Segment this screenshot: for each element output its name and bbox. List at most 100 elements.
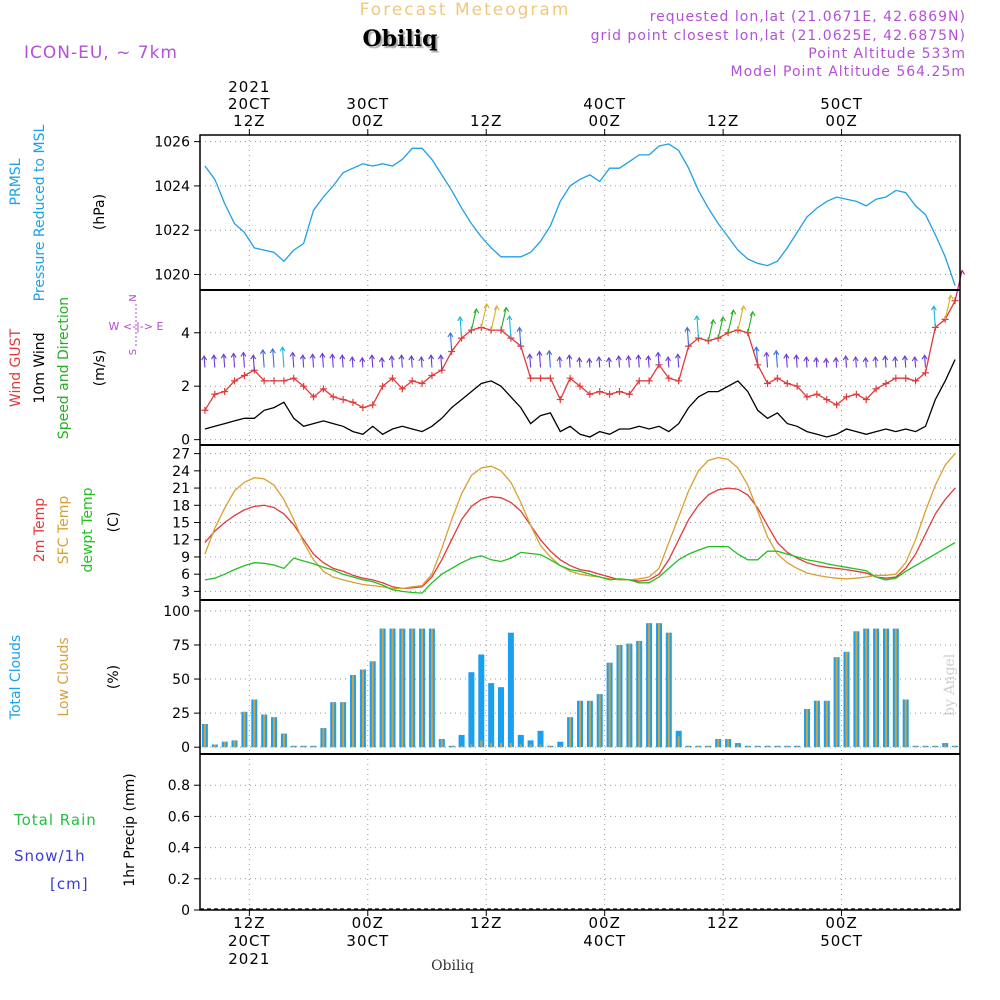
- low-clouds-bar: [579, 700, 581, 748]
- wind-direction-arrow: [272, 348, 275, 368]
- wind-arrow-head: [823, 357, 830, 363]
- wind-direction-arrow: [361, 357, 364, 368]
- gust-marker: [556, 396, 564, 404]
- clouds-ytick-label: 0: [181, 740, 190, 756]
- bottom-time-label: 40CT: [583, 932, 626, 950]
- wind-arrow-head: [437, 354, 444, 360]
- low-clouds-bar: [707, 745, 710, 748]
- temp-unit-label: (C): [106, 512, 122, 533]
- wind-direction-arrow: [884, 356, 887, 368]
- wind-arrow-head: [230, 352, 237, 358]
- wind-direction-arrow: [657, 352, 660, 365]
- wind-direction-arrow: [696, 315, 699, 339]
- wind-direction-arrow: [914, 356, 917, 368]
- wind-direction-arrow: [727, 310, 734, 333]
- total-clouds-bar: [527, 740, 534, 748]
- temperature-ytick-label: 12: [172, 533, 190, 549]
- temp-dewpoint-label: dewpt Temp: [80, 487, 96, 572]
- low-clouds-bar: [480, 740, 483, 748]
- wind-ytick-label: 0: [181, 433, 190, 449]
- low-clouds-label: Low Clouds: [56, 637, 72, 716]
- wind-direction-arrow: [747, 311, 754, 333]
- wind-direction-arrow: [430, 355, 433, 368]
- gust-marker: [803, 393, 811, 401]
- low-clouds-bar: [944, 744, 947, 748]
- low-clouds-bar: [411, 628, 414, 748]
- low-clouds-bar: [885, 628, 887, 748]
- wind-arrow-head: [665, 355, 672, 362]
- temperature-ytick-label: 9: [181, 550, 190, 566]
- low-clouds-bar: [500, 743, 502, 748]
- low-clouds-bar: [835, 657, 838, 748]
- wind-direction-arrow: [805, 356, 808, 368]
- gust-marker: [527, 374, 535, 382]
- pressure-ytick-label: 1022: [154, 223, 190, 239]
- wind-direction-arrow: [865, 357, 867, 368]
- wind-direction-arrow: [686, 327, 690, 347]
- wind-arrow-head: [693, 314, 700, 321]
- total-clouds-bar: [498, 687, 504, 748]
- model-altitude: Model Point Altitude 564.25m: [730, 64, 966, 80]
- wind-arrow-head: [832, 356, 839, 363]
- wind-arrow-head: [279, 346, 286, 352]
- wind-arrow-head: [645, 355, 652, 361]
- wind-arrow-head: [526, 353, 533, 359]
- wind-arrow-head: [911, 355, 918, 362]
- low-clouds-bar: [391, 628, 394, 748]
- wind-direction-arrow: [737, 305, 745, 331]
- low-clouds-bar: [539, 744, 542, 748]
- pressure-unit-label: (hPa): [92, 194, 108, 230]
- wind-direction-arrow: [529, 354, 532, 368]
- wind-direction-arrow: [954, 270, 963, 301]
- low-clouds-bar: [243, 711, 246, 748]
- wind-direction-arrow: [500, 307, 507, 331]
- gust-marker: [833, 401, 841, 409]
- wind-arrow-head: [655, 351, 662, 357]
- wind-direction-arrow: [420, 356, 423, 368]
- wind-wind-line: [204, 359, 956, 438]
- wind-arrow-head: [842, 355, 849, 361]
- wind-arrow-head: [793, 354, 800, 360]
- low-clouds-bar: [934, 745, 937, 748]
- wind-arrow-head: [674, 353, 681, 359]
- wind-arrow-head: [862, 356, 869, 363]
- gust-marker: [625, 390, 633, 398]
- wind-direction-arrow: [351, 356, 354, 368]
- low-clouds-bar: [598, 694, 601, 748]
- low-clouds-bar: [302, 745, 305, 748]
- wind-arrow-head: [615, 355, 622, 361]
- low-clouds-bar: [460, 745, 463, 748]
- gust-marker: [379, 382, 387, 390]
- compass-north: N: [128, 294, 139, 301]
- wind-direction-label: Speed and Direction: [56, 297, 72, 439]
- temperature-ytick-label: 18: [172, 498, 190, 514]
- wind-direction-arrow: [302, 355, 305, 368]
- top-time-label: 12Z: [470, 112, 502, 130]
- clouds-ytick-label: 50: [172, 672, 190, 688]
- wind-arrow-head: [388, 355, 395, 361]
- temp-sfc-label: SFC Temp: [56, 496, 72, 565]
- low-clouds-bar: [677, 736, 680, 748]
- low-clouds-bar: [766, 745, 769, 748]
- wind-direction-arrow: [518, 327, 522, 347]
- wind-arrow-head: [201, 355, 208, 361]
- gust-marker: [921, 369, 929, 377]
- wind-arrow-head: [556, 355, 563, 362]
- top-time-label: 20CT: [228, 95, 271, 113]
- wind-arrow-head: [329, 353, 336, 359]
- gust-marker: [606, 390, 614, 398]
- wind-direction-arrow: [944, 295, 952, 320]
- bottom-time-label: 20CT: [228, 932, 271, 950]
- low-clouds-bar: [430, 628, 433, 748]
- low-clouds-bar: [727, 739, 730, 748]
- total-clouds-label: Total Clouds: [8, 635, 24, 720]
- low-clouds-bar: [490, 743, 493, 748]
- wind-arrow-head: [921, 354, 928, 360]
- wind-unit-label: (m/s): [92, 350, 108, 387]
- gust-marker: [300, 382, 308, 390]
- low-clouds-bar: [786, 745, 789, 748]
- low-clouds-bar: [203, 724, 206, 748]
- gust-marker: [211, 390, 219, 398]
- low-clouds-bar: [352, 675, 354, 748]
- wind-arrow-head: [730, 309, 737, 315]
